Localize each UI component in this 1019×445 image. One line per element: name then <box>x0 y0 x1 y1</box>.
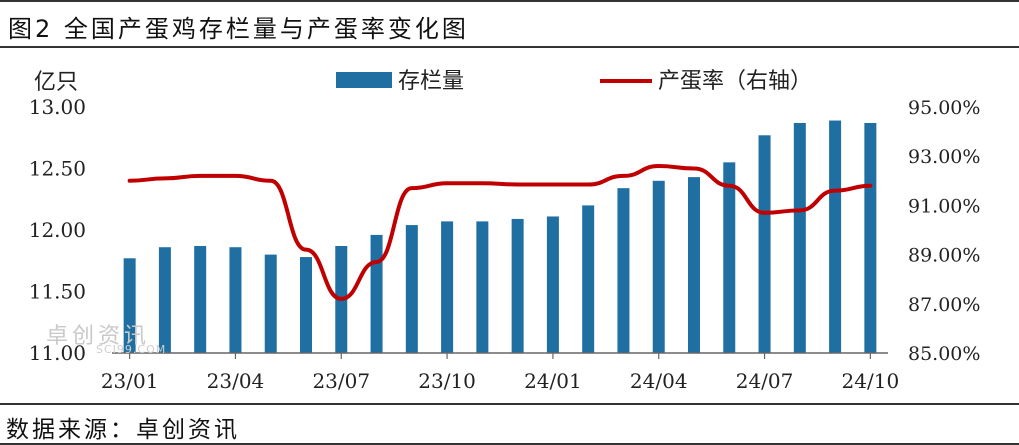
right-tick-label: 87.00% <box>908 294 980 316</box>
bar <box>300 257 312 353</box>
left-tick-label: 11.00 <box>29 341 86 365</box>
title-bar: 图2 全国产蛋鸡存栏量与产蛋率变化图 <box>0 0 1019 48</box>
left-tick-label: 13.00 <box>29 95 86 119</box>
right-tick-label: 91.00% <box>908 195 980 217</box>
bar <box>511 218 524 353</box>
x-axis: 23/01 23/04 23/07 23/10 24/01 24/04 24/07 24/10 <box>101 352 900 393</box>
line-series-path <box>127 164 873 301</box>
right-tick-label: 95.00% <box>908 97 980 119</box>
x-tick-label: 24/04 <box>630 369 688 393</box>
legend: 存栏量 产蛋率（右轴） <box>336 69 812 94</box>
bar <box>370 234 383 353</box>
bar <box>688 177 700 353</box>
watermark-text: 卓创资讯 <box>46 324 151 349</box>
bar <box>123 258 136 353</box>
right-tick-label: 93.00% <box>908 146 980 168</box>
legend-bar-swatch <box>336 72 392 88</box>
line-series <box>127 164 873 301</box>
bar <box>405 225 418 353</box>
bar <box>546 216 559 353</box>
bar <box>229 247 242 353</box>
bar <box>194 245 207 353</box>
watermark: 卓创资讯 <box>46 318 150 350</box>
left-axis-ticks: 13.00 12.50 12.00 11.50 11.00 <box>29 95 86 365</box>
bar <box>582 205 595 353</box>
left-tick-label: 12.50 <box>29 157 86 181</box>
x-tick-label: 23/04 <box>207 369 265 393</box>
bar <box>441 221 454 353</box>
x-tick-label: 24/10 <box>842 369 900 393</box>
left-axis-unit: 亿只 <box>34 70 79 95</box>
source-note: 数据来源：卓创资讯 <box>6 417 240 443</box>
x-tick-label: 24/07 <box>736 369 794 393</box>
bar <box>793 122 806 354</box>
legend-line-label: 产蛋率（右轴） <box>658 69 812 94</box>
chart-title: 图2 全国产蛋鸡存栏量与产蛋率变化图 <box>8 15 469 43</box>
bar <box>617 188 630 353</box>
legend-bar-label: 存栏量 <box>398 69 464 94</box>
x-tick-label: 23/07 <box>312 369 370 393</box>
bar <box>652 180 665 353</box>
left-tick-label: 11.50 <box>29 280 86 304</box>
bar <box>758 135 771 353</box>
bar <box>864 122 877 354</box>
left-tick-label: 12.00 <box>29 218 86 242</box>
bar <box>264 254 277 353</box>
right-tick-label: 89.00% <box>908 245 980 267</box>
x-tick-label: 23/01 <box>101 369 159 393</box>
source-bar: 数据来源：卓创资讯 <box>0 403 1019 445</box>
right-axis-ticks: 95.00% 93.00% 91.00% 89.00% 87.00% 85.00% <box>908 97 980 365</box>
bar <box>158 247 171 353</box>
right-tick-label: 85.00% <box>908 343 980 365</box>
watermark-sub: SCI99.COM <box>96 343 167 356</box>
bar <box>829 120 842 353</box>
x-tick-label: 24/01 <box>524 369 582 393</box>
bar-series <box>123 120 877 354</box>
x-tick-label: 23/10 <box>418 369 476 393</box>
chart: 13.00 12.50 12.00 11.50 11.00 95.00% 93.00% 91… <box>29 69 981 393</box>
bar <box>723 162 736 353</box>
bar <box>476 221 489 353</box>
